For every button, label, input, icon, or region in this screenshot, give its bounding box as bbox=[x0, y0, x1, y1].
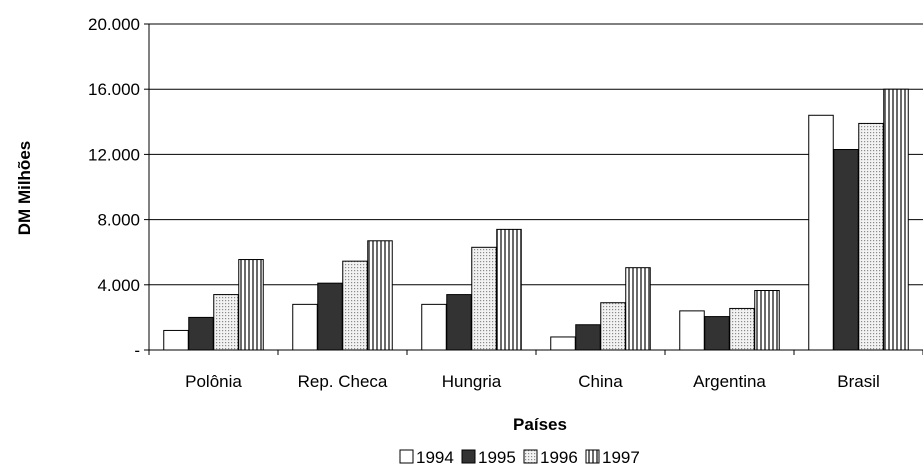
bar-1994-china bbox=[550, 336, 576, 351]
legend: 1994 1995 1996 1997 bbox=[399, 448, 640, 467]
legend-swatch-1994 bbox=[399, 449, 414, 464]
legend-label-1994: 1994 bbox=[416, 448, 454, 467]
gridlines bbox=[149, 23, 923, 286]
bar-1997-china bbox=[625, 267, 651, 351]
x-tick-label: Argentina bbox=[693, 372, 766, 391]
x-tick-label: Brasil bbox=[837, 372, 880, 391]
bar-1995-china bbox=[575, 324, 601, 351]
y-tick-label: 12.000 bbox=[88, 145, 140, 164]
y-tick-labels: - 4.000 8.000 12.000 16.000 20.000 bbox=[88, 15, 140, 360]
legend-swatch-1995 bbox=[461, 449, 476, 464]
bar-1996-brasil bbox=[858, 122, 884, 351]
bar-1994-hungria bbox=[421, 303, 447, 351]
y-tick-label: 20.000 bbox=[88, 15, 140, 34]
bar-1994-brasil bbox=[808, 114, 834, 351]
bar-1995-argentina bbox=[704, 316, 730, 351]
x-tick-label: China bbox=[578, 372, 623, 391]
bar-1996-hungria bbox=[471, 246, 497, 351]
bar-1997-hungria bbox=[496, 228, 522, 351]
x-tick-label: Rep. Checa bbox=[298, 372, 388, 391]
x-tick-label: Polônia bbox=[185, 372, 242, 391]
bar-1996-china bbox=[600, 302, 626, 351]
legend-label-1995: 1995 bbox=[478, 448, 516, 467]
legend-swatch-1997 bbox=[585, 449, 600, 464]
bar-1995-rep-checa bbox=[317, 282, 343, 351]
bar-1996-pol-nia bbox=[213, 294, 239, 351]
bar-1996-rep-checa bbox=[342, 260, 368, 351]
y-tick-label: 16.000 bbox=[88, 80, 140, 99]
y-axis-title: DM Milhões bbox=[15, 141, 34, 235]
y-tick-label: 4.000 bbox=[97, 276, 140, 295]
bar-1995-brasil bbox=[833, 149, 859, 351]
legend-label-1996: 1996 bbox=[540, 448, 578, 467]
x-tick-label: Hungria bbox=[442, 372, 502, 391]
bar-1997-brasil bbox=[883, 88, 909, 351]
bars bbox=[163, 88, 909, 351]
bar-1997-argentina bbox=[754, 290, 780, 351]
legend-label-1997: 1997 bbox=[602, 448, 640, 467]
legend-swatch-1996 bbox=[523, 449, 538, 464]
bar-1994-argentina bbox=[679, 310, 705, 351]
bar-1995-hungria bbox=[446, 294, 472, 351]
y-tick-label: - bbox=[134, 341, 140, 360]
x-tick-labels: Polônia Rep. Checa Hungria China Argentina Br… bbox=[185, 372, 880, 391]
bar-1994-pol-nia bbox=[163, 329, 189, 351]
bar-1995-pol-nia bbox=[188, 316, 214, 351]
y-tick-label: 8.000 bbox=[97, 211, 140, 230]
bar-1996-argentina bbox=[729, 307, 755, 351]
axes bbox=[144, 23, 923, 355]
bar-1997-rep-checa bbox=[367, 240, 393, 351]
x-axis-title: Países bbox=[513, 415, 567, 434]
bar-1994-rep-checa bbox=[292, 303, 318, 351]
bar-1997-pol-nia bbox=[238, 259, 264, 351]
